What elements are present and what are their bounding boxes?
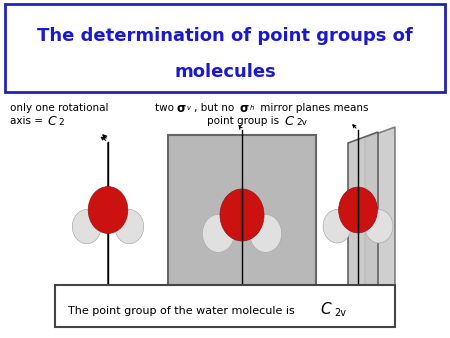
Bar — [55, 285, 395, 327]
Ellipse shape — [323, 210, 351, 243]
Text: 2v: 2v — [296, 118, 307, 127]
Text: only one rotational: only one rotational — [10, 103, 108, 113]
Text: two: two — [155, 103, 177, 113]
Text: 2: 2 — [58, 118, 63, 127]
Text: $\mathit{C}$: $\mathit{C}$ — [320, 301, 333, 317]
Text: 2v: 2v — [334, 308, 346, 318]
Text: $_h$: $_h$ — [249, 103, 255, 113]
Text: $\mathbf{\sigma}$: $\mathbf{\sigma}$ — [176, 102, 187, 115]
Text: point group is: point group is — [207, 116, 283, 126]
Text: axis =: axis = — [10, 116, 46, 126]
Text: , but no: , but no — [194, 103, 238, 113]
Ellipse shape — [115, 210, 144, 244]
Text: molecules: molecules — [174, 63, 276, 81]
Ellipse shape — [202, 215, 234, 252]
Ellipse shape — [339, 187, 378, 233]
Polygon shape — [365, 127, 395, 299]
Text: $_v$: $_v$ — [186, 103, 192, 113]
Bar — [5, 4, 445, 92]
Text: $\mathbf{\sigma}$: $\mathbf{\sigma}$ — [239, 102, 250, 115]
Text: mirror planes means: mirror planes means — [257, 103, 369, 113]
Text: $\mathit{C}$: $\mathit{C}$ — [47, 115, 58, 128]
Text: $\mathit{C}$: $\mathit{C}$ — [284, 115, 295, 128]
Ellipse shape — [72, 210, 101, 244]
Polygon shape — [348, 132, 378, 304]
Ellipse shape — [88, 187, 128, 234]
Ellipse shape — [220, 189, 264, 241]
Ellipse shape — [364, 210, 393, 243]
Ellipse shape — [250, 215, 282, 252]
Text: The point group of the water molecule is: The point group of the water molecule is — [68, 306, 298, 316]
Bar — [168, 135, 316, 290]
Text: The determination of point groups of: The determination of point groups of — [37, 27, 413, 45]
